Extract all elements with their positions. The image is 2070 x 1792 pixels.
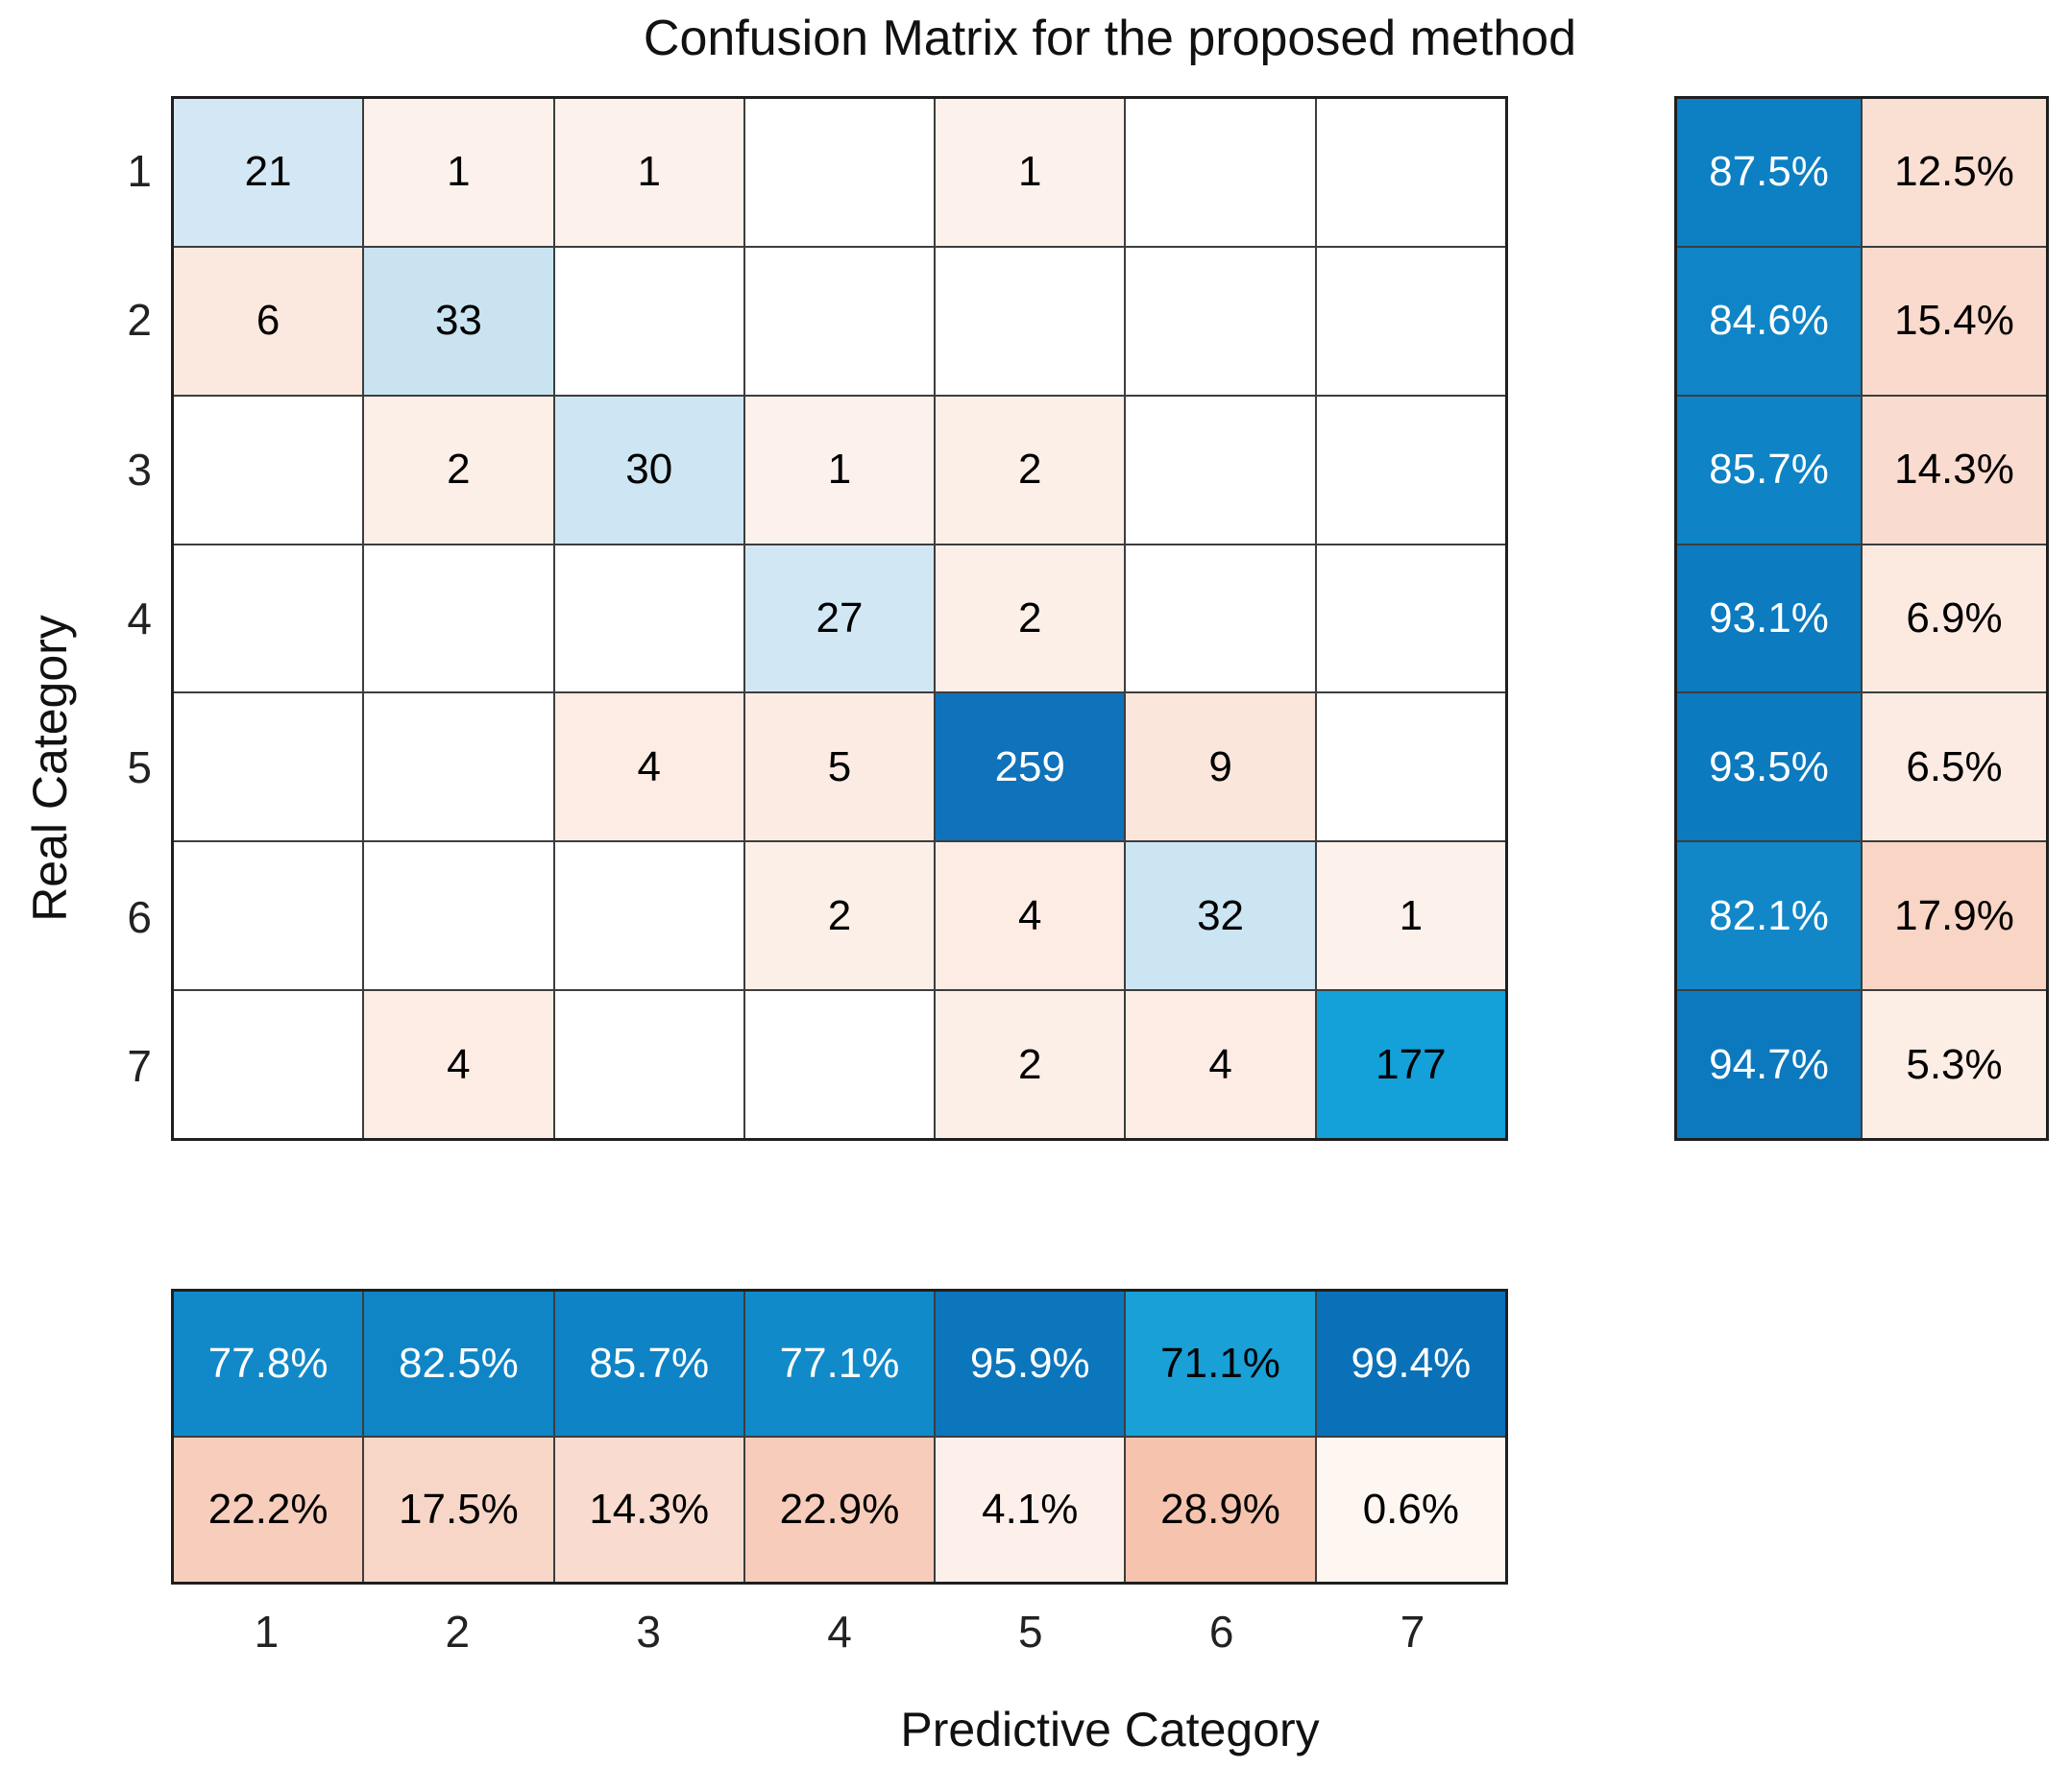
- matrix-cell: [1316, 247, 1505, 395]
- matrix-cell: [936, 247, 1125, 395]
- matrix-cell: [364, 842, 553, 990]
- matrix-cell: [1316, 99, 1505, 246]
- matrix-cell: [174, 693, 363, 841]
- col-summary-cell: 71.1%: [1126, 1292, 1315, 1436]
- matrix-cell: 1: [936, 99, 1125, 246]
- x-tick-label: 4: [827, 1607, 852, 1657]
- matrix-cell: 9: [1126, 693, 1315, 841]
- col-summary-cell: 85.7%: [554, 1292, 743, 1436]
- matrix-cell: [554, 842, 743, 990]
- matrix-cell: 5: [744, 693, 935, 841]
- matrix-cell: 1: [364, 99, 553, 246]
- row-summary-cell: 17.9%: [1863, 842, 2046, 990]
- matrix-cell: 4: [554, 693, 743, 841]
- matrix-cell: 1: [744, 396, 935, 544]
- matrix-cell: 2: [936, 545, 1125, 692]
- matrix-cell: [554, 991, 743, 1138]
- matrix-cell: 33: [364, 247, 553, 395]
- matrix-cell: [364, 693, 553, 841]
- x-axis-ticks: 1 2 3 4 5 6 7: [171, 1606, 1508, 1683]
- col-summary-cell: 95.9%: [936, 1292, 1125, 1436]
- matrix-cell: [1316, 693, 1505, 841]
- matrix-cell: 4: [936, 842, 1125, 990]
- y-tick-label: 7: [127, 1041, 152, 1092]
- chart-title: Confusion Matrix for the proposed method: [643, 11, 1577, 66]
- matrix-cell: 4: [1126, 991, 1315, 1138]
- row-summary-grid: 87.5% 12.5% 84.6% 15.4% 85.7% 14.3% 93.1% 6.9% 9…: [1674, 96, 2049, 1141]
- y-tick-label: 4: [127, 593, 152, 643]
- x-axis-label: Predictive Category: [900, 1703, 1320, 1756]
- row-summary-cell: 87.5%: [1677, 99, 1861, 246]
- col-summary-cell: 4.1%: [936, 1438, 1125, 1582]
- matrix-cell: [174, 991, 363, 1138]
- matrix-cell: 30: [554, 396, 743, 544]
- x-tick-label: 6: [1208, 1607, 1234, 1657]
- matrix-cell: [744, 99, 935, 246]
- matrix-cell: [554, 247, 743, 395]
- row-summary-cell: 84.6%: [1677, 247, 1861, 395]
- col-summary-cell: 0.6%: [1316, 1438, 1505, 1582]
- matrix-cell: [1126, 247, 1315, 395]
- column-summary-grid: 77.8% 82.5% 85.7% 77.1% 95.9% 71.1% 99.4% 22.2%…: [171, 1289, 1508, 1585]
- col-summary-cell: 77.1%: [744, 1292, 935, 1436]
- matrix-cell: 27: [744, 545, 935, 692]
- matrix-cell: [174, 842, 363, 990]
- row-summary-cell: 93.1%: [1677, 545, 1861, 692]
- x-tick-label: 3: [636, 1607, 661, 1657]
- x-tick-label: 7: [1400, 1607, 1425, 1657]
- y-tick-label: 3: [127, 444, 152, 495]
- matrix-cell: 32: [1126, 842, 1315, 990]
- row-summary-cell: 15.4%: [1863, 247, 2046, 395]
- matrix-cell: 2: [936, 396, 1125, 544]
- row-summary-cell: 14.3%: [1863, 396, 2046, 544]
- col-summary-cell: 22.9%: [744, 1438, 935, 1582]
- col-summary-cell: 82.5%: [364, 1292, 553, 1436]
- col-summary-cell: 28.9%: [1126, 1438, 1315, 1582]
- matrix-cell: [744, 991, 935, 1138]
- y-tick-label: 1: [127, 145, 152, 196]
- matrix-cell: 177: [1316, 991, 1505, 1138]
- y-tick-label: 6: [127, 891, 152, 942]
- confusion-matrix-grid: 21 1 1 1 6 33 2 30 1 2 27 2 4 5 259 9 2 4 32 1 4 2 4 177: [171, 96, 1508, 1141]
- col-summary-cell: 14.3%: [554, 1438, 743, 1582]
- row-summary-cell: 94.7%: [1677, 991, 1861, 1138]
- col-summary-cell: 77.8%: [174, 1292, 363, 1436]
- matrix-cell: [554, 545, 743, 692]
- matrix-cell: 1: [1316, 842, 1505, 990]
- x-tick-label: 5: [1018, 1607, 1043, 1657]
- y-axis-ticks: 1 2 3 4 5 6 7: [38, 96, 152, 1141]
- matrix-cell: 4: [364, 991, 553, 1138]
- matrix-cell: [1316, 545, 1505, 692]
- matrix-cell: [174, 396, 363, 544]
- col-summary-cell: 17.5%: [364, 1438, 553, 1582]
- matrix-cell: [364, 545, 553, 692]
- row-summary-cell: 6.9%: [1863, 545, 2046, 692]
- matrix-cell: 2: [364, 396, 553, 544]
- row-summary-cell: 82.1%: [1677, 842, 1861, 990]
- x-tick-label: 2: [445, 1607, 471, 1657]
- matrix-cell: 259: [936, 693, 1125, 841]
- matrix-cell: 2: [744, 842, 935, 990]
- matrix-cell: [1126, 545, 1315, 692]
- x-tick-label: 1: [254, 1607, 280, 1657]
- row-summary-cell: 5.3%: [1863, 991, 2046, 1138]
- y-tick-label: 5: [127, 742, 152, 793]
- row-summary-cell: 85.7%: [1677, 396, 1861, 544]
- matrix-cell: 2: [936, 991, 1125, 1138]
- col-summary-cell: 99.4%: [1316, 1292, 1505, 1436]
- matrix-cell: [1126, 99, 1315, 246]
- row-summary-cell: 6.5%: [1863, 693, 2046, 841]
- matrix-cell: [174, 545, 363, 692]
- matrix-cell: 21: [174, 99, 363, 246]
- y-tick-label: 2: [127, 295, 152, 346]
- matrix-cell: [1126, 396, 1315, 544]
- row-summary-cell: 93.5%: [1677, 693, 1861, 841]
- row-summary-cell: 12.5%: [1863, 99, 2046, 246]
- matrix-cell: 6: [174, 247, 363, 395]
- matrix-cell: 1: [554, 99, 743, 246]
- matrix-cell: [744, 247, 935, 395]
- matrix-cell: [1316, 396, 1505, 544]
- col-summary-cell: 22.2%: [174, 1438, 363, 1582]
